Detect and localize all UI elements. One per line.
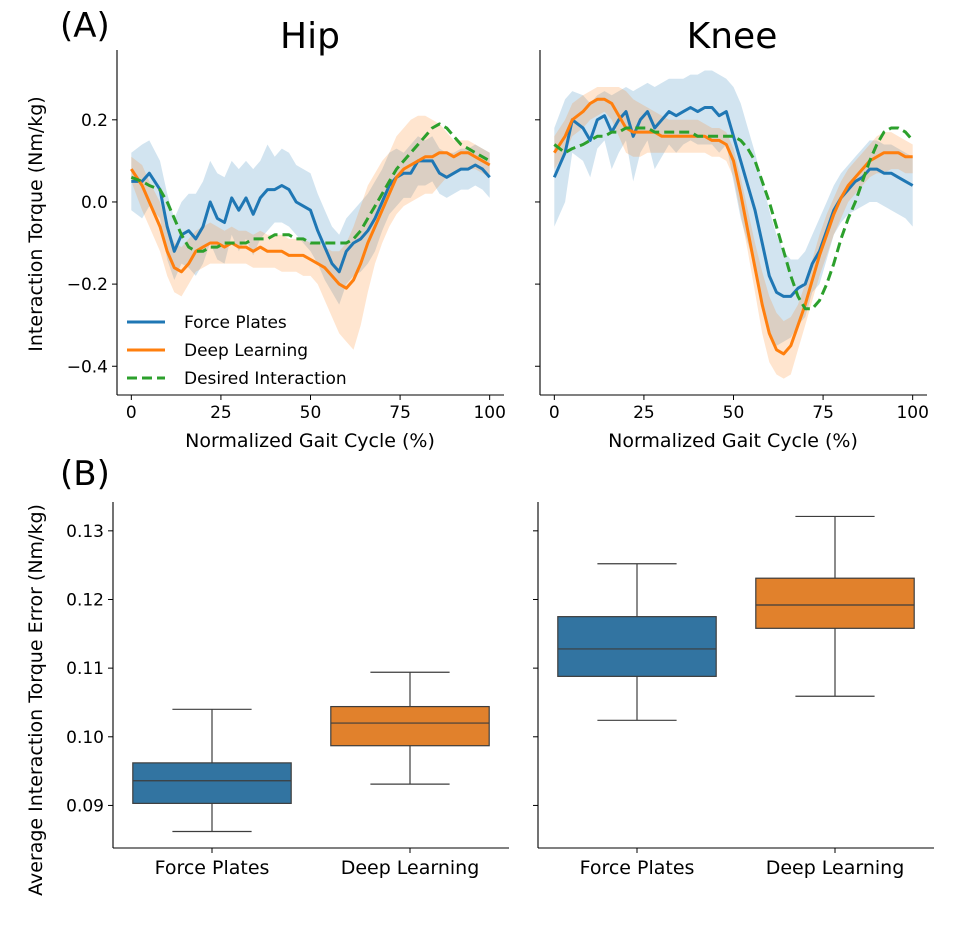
- hip-error-category-label: Deep Learning: [341, 857, 480, 879]
- iqr-box: [557, 616, 717, 677]
- iqr-box: [330, 705, 490, 747]
- hip-x-axis-label: Normalized Gait Cycle (%): [185, 430, 435, 452]
- knee-error-box-force-plates: [557, 563, 717, 721]
- hip-error-y-tick-label: 0.12: [66, 590, 104, 610]
- knee-deep-learning-band: [554, 87, 913, 379]
- hip-error-y-tick-label: 0.11: [66, 659, 104, 679]
- hip-error-boxplot: Average Interaction Torque Error (Nm/kg)…: [25, 502, 509, 896]
- iqr-box: [132, 762, 292, 804]
- knee-error-category-label: Deep Learning: [766, 857, 905, 879]
- hip-y-tick-label: −0.2: [67, 275, 108, 295]
- hip-desired-interaction-line: [130, 122, 491, 253]
- hip-force-plates-band: [131, 136, 490, 305]
- knee-error-boxplot: Force Plates Deep Learning: [533, 502, 934, 879]
- hip-error-box-deep-learning: [330, 671, 490, 785]
- hip-x-tick-label: 100: [473, 403, 505, 423]
- panel-label-b: (B): [60, 454, 110, 494]
- hip-error-y-tick-label: 0.09: [66, 796, 104, 816]
- hip-error-y-tick-label: 0.13: [66, 522, 104, 542]
- hip-y-tick-label: 0.0: [81, 193, 108, 213]
- hip-x-tick-label: 50: [300, 403, 322, 423]
- hip-torque-plot: Hip Normalized Gait Cycle (%) Interactio…: [25, 16, 506, 452]
- error-y-axis-label: Average Interaction Torque Error (Nm/kg): [25, 504, 47, 896]
- iqr-box: [755, 577, 915, 629]
- hip-error-box-force-plates: [132, 708, 292, 833]
- hip-error-category-label: Force Plates: [155, 857, 270, 879]
- legend-label-force-plates: Force Plates: [184, 313, 287, 333]
- knee-x-tick-label: 100: [896, 403, 928, 423]
- hip-x-tick-label: 75: [389, 403, 411, 423]
- knee-x-tick-label: 0: [549, 403, 560, 423]
- panel-label-a: (A): [60, 6, 110, 46]
- hip-title: Hip: [280, 16, 340, 57]
- legend-label-desired-interaction: Desired Interaction: [184, 369, 347, 389]
- knee-x-tick-label: 75: [812, 403, 834, 423]
- knee-desired-interaction-line: [553, 126, 914, 311]
- knee-x-tick-label: 50: [723, 403, 745, 423]
- hip-legend: Force Plates Deep Learning Desired Interac…: [127, 313, 347, 389]
- knee-error-category-label: Force Plates: [580, 857, 695, 879]
- knee-x-tick-label: 25: [633, 403, 655, 423]
- hip-y-tick-label: 0.2: [81, 111, 108, 131]
- hip-error-y-tick-label: 0.10: [66, 728, 104, 748]
- hip-y-axis-label: Interaction Torque (Nm/kg): [25, 96, 47, 351]
- knee-error-box-deep-learning: [755, 515, 915, 697]
- knee-torque-plot: Knee Normalized Gait Cycle (%) 0 25 50 75 10…: [535, 16, 929, 452]
- legend-label-deep-learning: Deep Learning: [184, 341, 308, 361]
- hip-x-tick-label: 0: [126, 403, 137, 423]
- knee-force-plates-band: [554, 70, 913, 346]
- knee-deep-learning-line: [553, 97, 913, 356]
- hip-y-tick-label: −0.4: [67, 357, 108, 377]
- hip-x-tick-label: 25: [210, 403, 232, 423]
- knee-x-axis-label: Normalized Gait Cycle (%): [608, 430, 858, 452]
- hip-force-plates-line: [131, 159, 491, 274]
- knee-title: Knee: [687, 16, 778, 57]
